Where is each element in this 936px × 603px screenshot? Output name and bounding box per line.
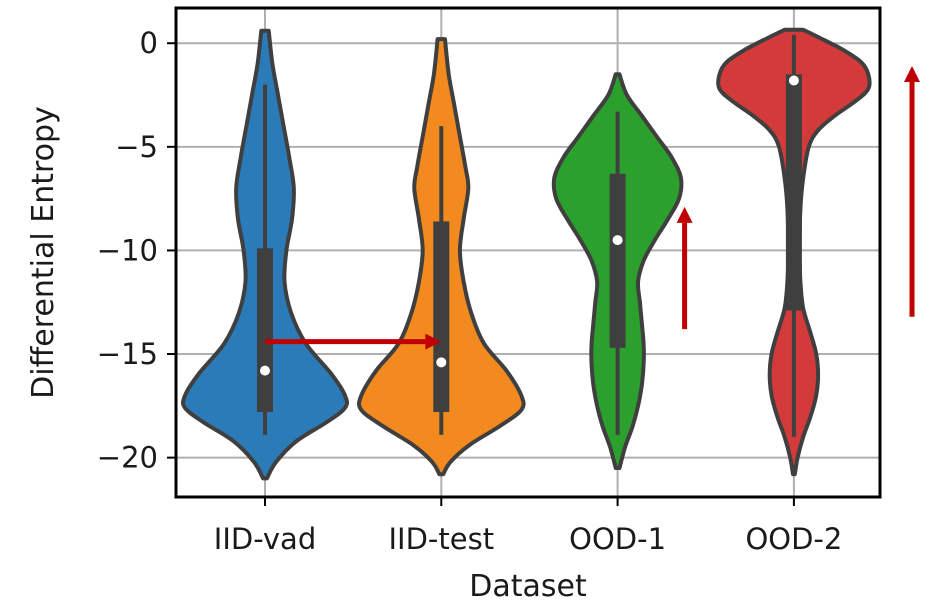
arrow-head	[676, 206, 693, 223]
y-tick-label: −10	[97, 233, 158, 267]
iqr-box-iid-test	[433, 221, 450, 413]
x-tick-label: IID-test	[389, 522, 495, 556]
arrow	[676, 206, 693, 330]
arrow	[904, 66, 920, 317]
y-tick-label: −15	[97, 337, 158, 371]
y-tick-label: −20	[97, 441, 158, 475]
median-point-ood-2	[788, 75, 799, 86]
axis-ticks: 0 −5 −10 −15 −20 IID-vad IID-test OOD-1 OOD-2	[97, 26, 843, 556]
median-point-iid-vad	[260, 365, 270, 376]
median-point-ood-1	[612, 235, 623, 246]
arrow	[265, 333, 442, 350]
iqr-box-ood-1	[609, 173, 626, 348]
x-tick-label: OOD-1	[569, 522, 666, 556]
y-axis-label: Differential Entropy	[26, 106, 61, 399]
arrow-head	[904, 66, 920, 82]
iqr-box-iid-vad	[257, 248, 273, 413]
x-tick-label: IID-vad	[214, 522, 316, 556]
iqr-box-ood-2	[785, 74, 802, 311]
x-axis-label: Dataset	[469, 569, 587, 603]
x-tick-label: OOD-2	[745, 522, 842, 556]
violins	[181, 27, 872, 481]
annotation-arrows	[265, 66, 920, 350]
arrow-head	[425, 333, 442, 350]
y-tick-label: 0	[140, 26, 158, 60]
median-point-iid-test	[436, 357, 447, 368]
y-tick-label: −5	[115, 130, 158, 164]
plot-frame	[174, 6, 882, 499]
